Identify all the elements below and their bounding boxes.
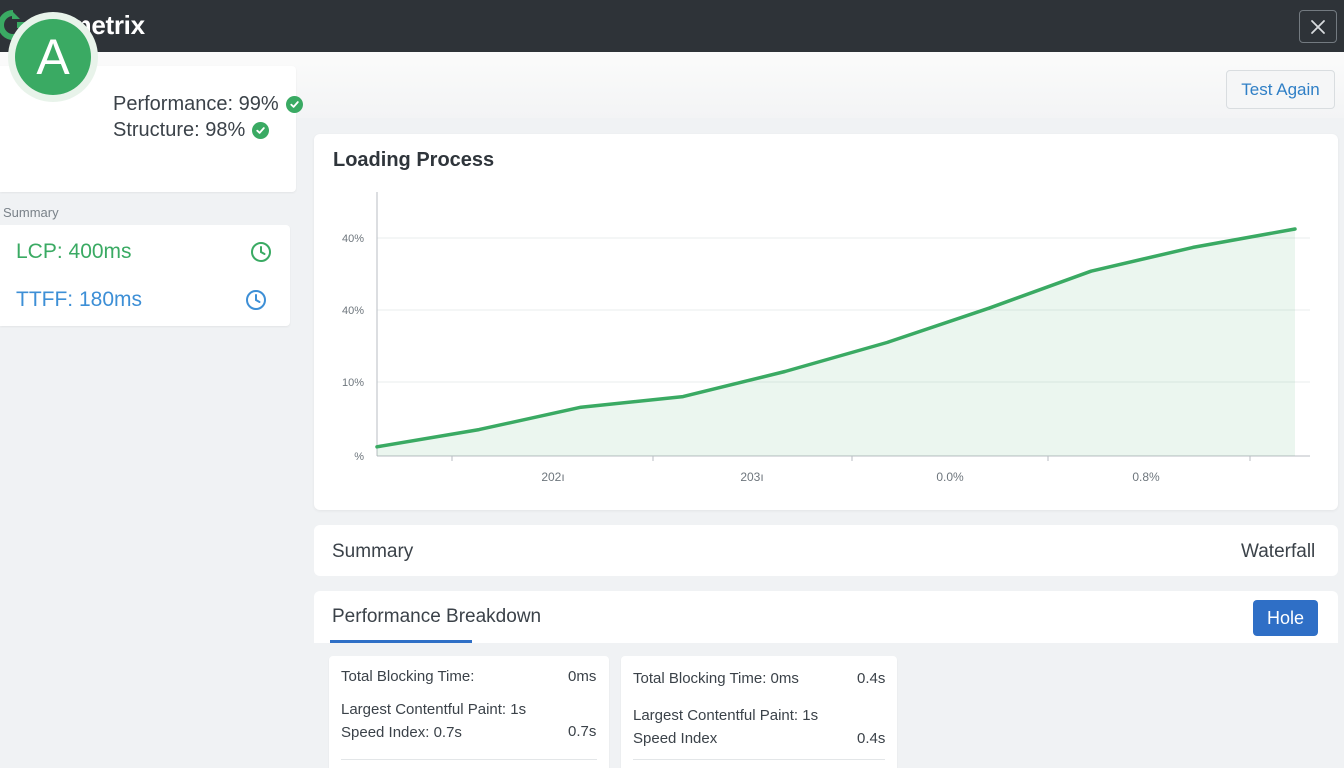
- grade-badge: A: [8, 12, 98, 102]
- tbt-label: Total Blocking Time: 0ms: [633, 670, 799, 687]
- x-tick-label: 0.0%: [936, 470, 964, 484]
- lcp-metric: LCP: 400ms: [16, 240, 132, 263]
- data-point: [579, 405, 583, 409]
- x-tick-label: 203ı: [740, 470, 763, 484]
- structure-score: Structure: 98%: [113, 119, 270, 142]
- performance-score: Performance: 99%: [113, 93, 303, 116]
- x-tick-label: 202ı: [541, 470, 564, 484]
- hole-button[interactable]: Hole: [1253, 600, 1318, 636]
- divider: [341, 759, 597, 760]
- x-tick-label: 0.8%: [1132, 470, 1160, 484]
- speed-index-value: 0.4s: [857, 730, 886, 747]
- y-tick-label: 10%: [342, 377, 364, 389]
- active-tab-indicator: [330, 640, 472, 643]
- data-point: [477, 428, 481, 432]
- test-again-button[interactable]: Test Again: [1226, 70, 1335, 109]
- data-point: [783, 370, 787, 373]
- loading-process-chart: % 10% 40% 40% 202ı 203ı 0.0% 0.8%: [342, 192, 1310, 484]
- check-icon: [285, 96, 303, 113]
- speed-index-label: Speed Index: 0.7s: [341, 724, 462, 741]
- lcp-label: Largest Contentful Paint: 1s: [341, 701, 527, 718]
- data-point: [375, 445, 379, 449]
- y-tick-label: %: [354, 451, 364, 463]
- structure-score-text: Structure: 98%: [113, 119, 246, 141]
- y-tick-label: 40%: [342, 305, 364, 317]
- metrics-card: [0, 225, 290, 326]
- tab-waterfall[interactable]: Waterfall: [1241, 541, 1316, 562]
- tab-summary[interactable]: Summary: [332, 541, 414, 562]
- grade-letter: A: [15, 19, 91, 95]
- clock-icon: [246, 290, 266, 310]
- speed-index-value: 0.7s: [568, 723, 597, 740]
- series-line: [375, 227, 1297, 449]
- performance-score-text: Performance: 99%: [113, 93, 279, 115]
- speed-index-label: Speed Index: [633, 730, 718, 747]
- data-point: [885, 341, 889, 344]
- divider: [633, 759, 885, 760]
- loading-process-card: [314, 134, 1338, 510]
- breakdown-card: [621, 656, 897, 768]
- close-icon: [1311, 19, 1325, 34]
- y-tick-label: 40%: [342, 233, 364, 245]
- tbt-value: 0ms: [568, 668, 597, 685]
- check-icon: [252, 122, 270, 139]
- performance-breakdown-bar: [314, 591, 1338, 643]
- lcp-label: Largest Contentful Paint: 1s: [633, 707, 819, 724]
- tabs-bar: [314, 525, 1338, 576]
- tbt-value: 0.4s: [857, 670, 886, 687]
- series-area: [377, 229, 1295, 456]
- tbt-label: Total Blocking Time:: [341, 668, 475, 685]
- ttfb-metric: TTFF: 180ms: [16, 288, 143, 311]
- tab-performance-breakdown[interactable]: Performance Breakdown: [332, 606, 542, 627]
- chart-title: Loading Process: [333, 149, 495, 171]
- close-button[interactable]: [1299, 10, 1337, 43]
- summary-section-label: Summary: [3, 205, 59, 220]
- data-point: [681, 395, 685, 399]
- breakdown-card: [329, 656, 609, 768]
- data-point: [1293, 227, 1297, 231]
- data-point: [987, 306, 991, 310]
- clock-icon: [251, 242, 271, 262]
- top-bar: [0, 0, 1344, 52]
- data-point: [1089, 269, 1093, 273]
- data-point: [1191, 245, 1195, 249]
